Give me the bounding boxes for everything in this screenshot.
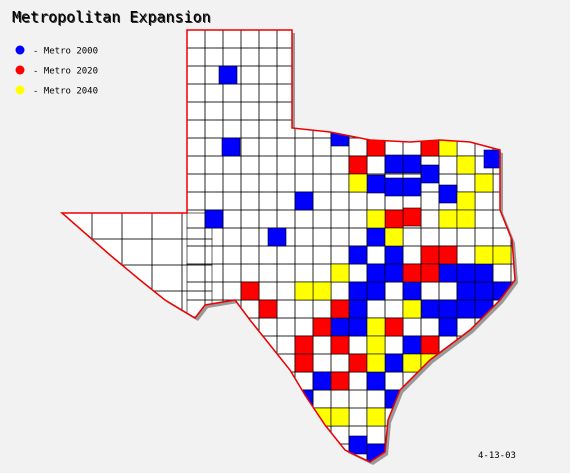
metro-county: [366, 317, 386, 337]
metro-county: [294, 281, 314, 301]
metro-county: [438, 263, 458, 283]
metro-county: [402, 281, 422, 301]
legend-swatch: [15, 45, 25, 55]
metro-county: [294, 191, 314, 211]
county: [510, 263, 515, 283]
legend-swatch: [15, 65, 25, 75]
metro-county: [438, 317, 458, 337]
metro-county: [366, 209, 386, 229]
metro-county: [438, 184, 458, 204]
metro-county: [420, 299, 440, 319]
metro-county: [240, 281, 260, 301]
metro-county: [330, 335, 350, 355]
metro-county: [420, 164, 440, 184]
metro-county: [330, 263, 350, 283]
metro-county: [348, 281, 368, 301]
metro-county: [474, 173, 494, 193]
metro-county: [204, 209, 224, 229]
metro-county: [384, 317, 404, 337]
metro-county: [438, 245, 458, 265]
metro-county: [402, 177, 422, 197]
metro-county: [348, 353, 368, 373]
metro-county: [348, 155, 368, 175]
metro-county: [294, 353, 314, 373]
metro-county: [474, 245, 494, 265]
metro-county: [312, 317, 332, 337]
legend-label: - Metro 2020: [33, 67, 98, 77]
metro-county: [384, 263, 404, 283]
metro-county: [384, 245, 404, 265]
metro-county: [312, 371, 332, 391]
metro-county: [366, 371, 386, 391]
metro-county: [456, 263, 476, 283]
map-title-shadow: Metropolitan Expansion: [13, 9, 212, 27]
metro-county: [456, 281, 476, 301]
metro-county: [366, 227, 386, 247]
date: 4-13-03: [478, 451, 516, 461]
metro-county: [330, 299, 350, 319]
metro-county: [456, 209, 476, 229]
metro-county: [402, 207, 422, 227]
metro-county: [420, 335, 440, 355]
metro-county: [366, 407, 386, 427]
legend-label: - Metro 2040: [33, 87, 98, 97]
state-border: [60, 29, 516, 463]
metro-county: [330, 317, 350, 337]
metro-county: [402, 353, 422, 373]
metro-county: [348, 173, 368, 193]
metro-county: [366, 335, 386, 355]
metro-county: [384, 353, 404, 373]
metro-county: [402, 335, 422, 355]
metro-county: [258, 299, 278, 319]
metro-county: [438, 299, 458, 319]
metro-county: [474, 263, 494, 283]
metro-county: [348, 299, 368, 319]
metro-county: [330, 371, 350, 391]
metro-county: [330, 407, 350, 427]
metro-county: [402, 299, 422, 319]
legend-label: - Metro 2000: [33, 47, 98, 57]
metro-county: [384, 154, 404, 174]
metro-county: [492, 245, 512, 265]
metro-county: [218, 65, 238, 85]
map-title: Metropolitan Expansion: [12, 8, 211, 26]
legend: - Metro 2000 - Metro 2020 - Metro 2040: [15, 45, 98, 97]
metro-county: [384, 209, 404, 229]
metro-county: [312, 281, 332, 301]
metro-county: [366, 263, 386, 283]
metro-county: [366, 281, 386, 301]
metro-county: [348, 317, 368, 337]
metro-county: [294, 335, 314, 355]
metro-county: [456, 191, 476, 211]
metro-county: [456, 299, 476, 319]
legend-swatch: [15, 85, 25, 95]
metro-county: [420, 245, 440, 265]
metro-county: [402, 154, 422, 174]
metro-county: [456, 155, 476, 175]
metro-county: [366, 174, 386, 194]
metro-county: [438, 209, 458, 229]
metro-county: [366, 353, 386, 373]
metro-county: [384, 177, 404, 197]
metro-county: [348, 435, 368, 455]
metro-county: [384, 227, 404, 247]
metro-county: [420, 263, 440, 283]
metro-county: [474, 281, 494, 301]
metro-county: [267, 227, 287, 247]
metro-county: [221, 137, 241, 157]
metro-county: [348, 245, 368, 265]
metro-county: [402, 263, 422, 283]
